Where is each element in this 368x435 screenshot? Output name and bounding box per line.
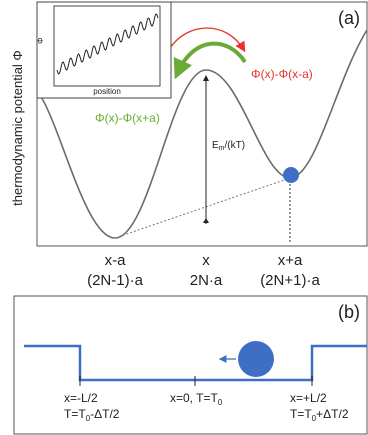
minima-connector [114,177,291,239]
right-temperature: T=T0+ΔT/2 [290,407,349,423]
inset: Φ position [36,1,172,99]
backward-arrow-label: Φ(x)-Φ(x+a) [95,111,160,125]
inset-wave [56,13,159,75]
barrier-arrow-down-head [203,218,209,223]
backward-arrow [173,41,247,80]
tick-x: x [202,252,210,269]
potential-curve [39,29,368,239]
panel-b: (b) x=-L/2 T=T0-ΔT/2 x=0, T=T0 x=+L/2 T=… [13,295,368,435]
inset-y-label: Φ [36,38,45,44]
tick-xa-minus-index: (2N-1)·a [87,272,143,289]
y-axis-label: thermodynamic potential Φ [10,50,25,206]
particle-a [283,167,299,183]
left-temperature: T=T0-ΔT/2 [64,407,120,423]
forward-arrow-label: Φ(x)-Φ(x-a) [251,67,313,81]
tick-xa-plus: x+a [278,252,303,269]
particle-b [238,341,274,377]
right-position: x=+L/2 [290,391,327,405]
barrier-label: Em/(kT) [212,140,245,152]
tick-xa-minus: x-a [105,252,126,269]
panel-b-frame [13,295,368,435]
panel-b-tag: (b) [338,302,360,322]
panel-a-tag: (a) [338,8,360,28]
tick-xa-plus-index: (2N+1)·a [260,272,320,289]
inset-x-label: position [93,87,121,96]
panel-a: (a) thermodynamic potential Φ Em/(kT) Φ(… [10,1,368,247]
center-position: x=0, T=T0 [170,391,223,407]
panel-a-frame [36,1,368,247]
left-position: x=-L/2 [64,391,98,405]
tick-x-index: 2N·a [190,272,223,289]
tick-labels: x-a (2N-1)·a x 2N·a x+a (2N+1)·a [87,252,320,289]
forward-arrow [169,27,246,53]
step-potential [24,344,367,382]
